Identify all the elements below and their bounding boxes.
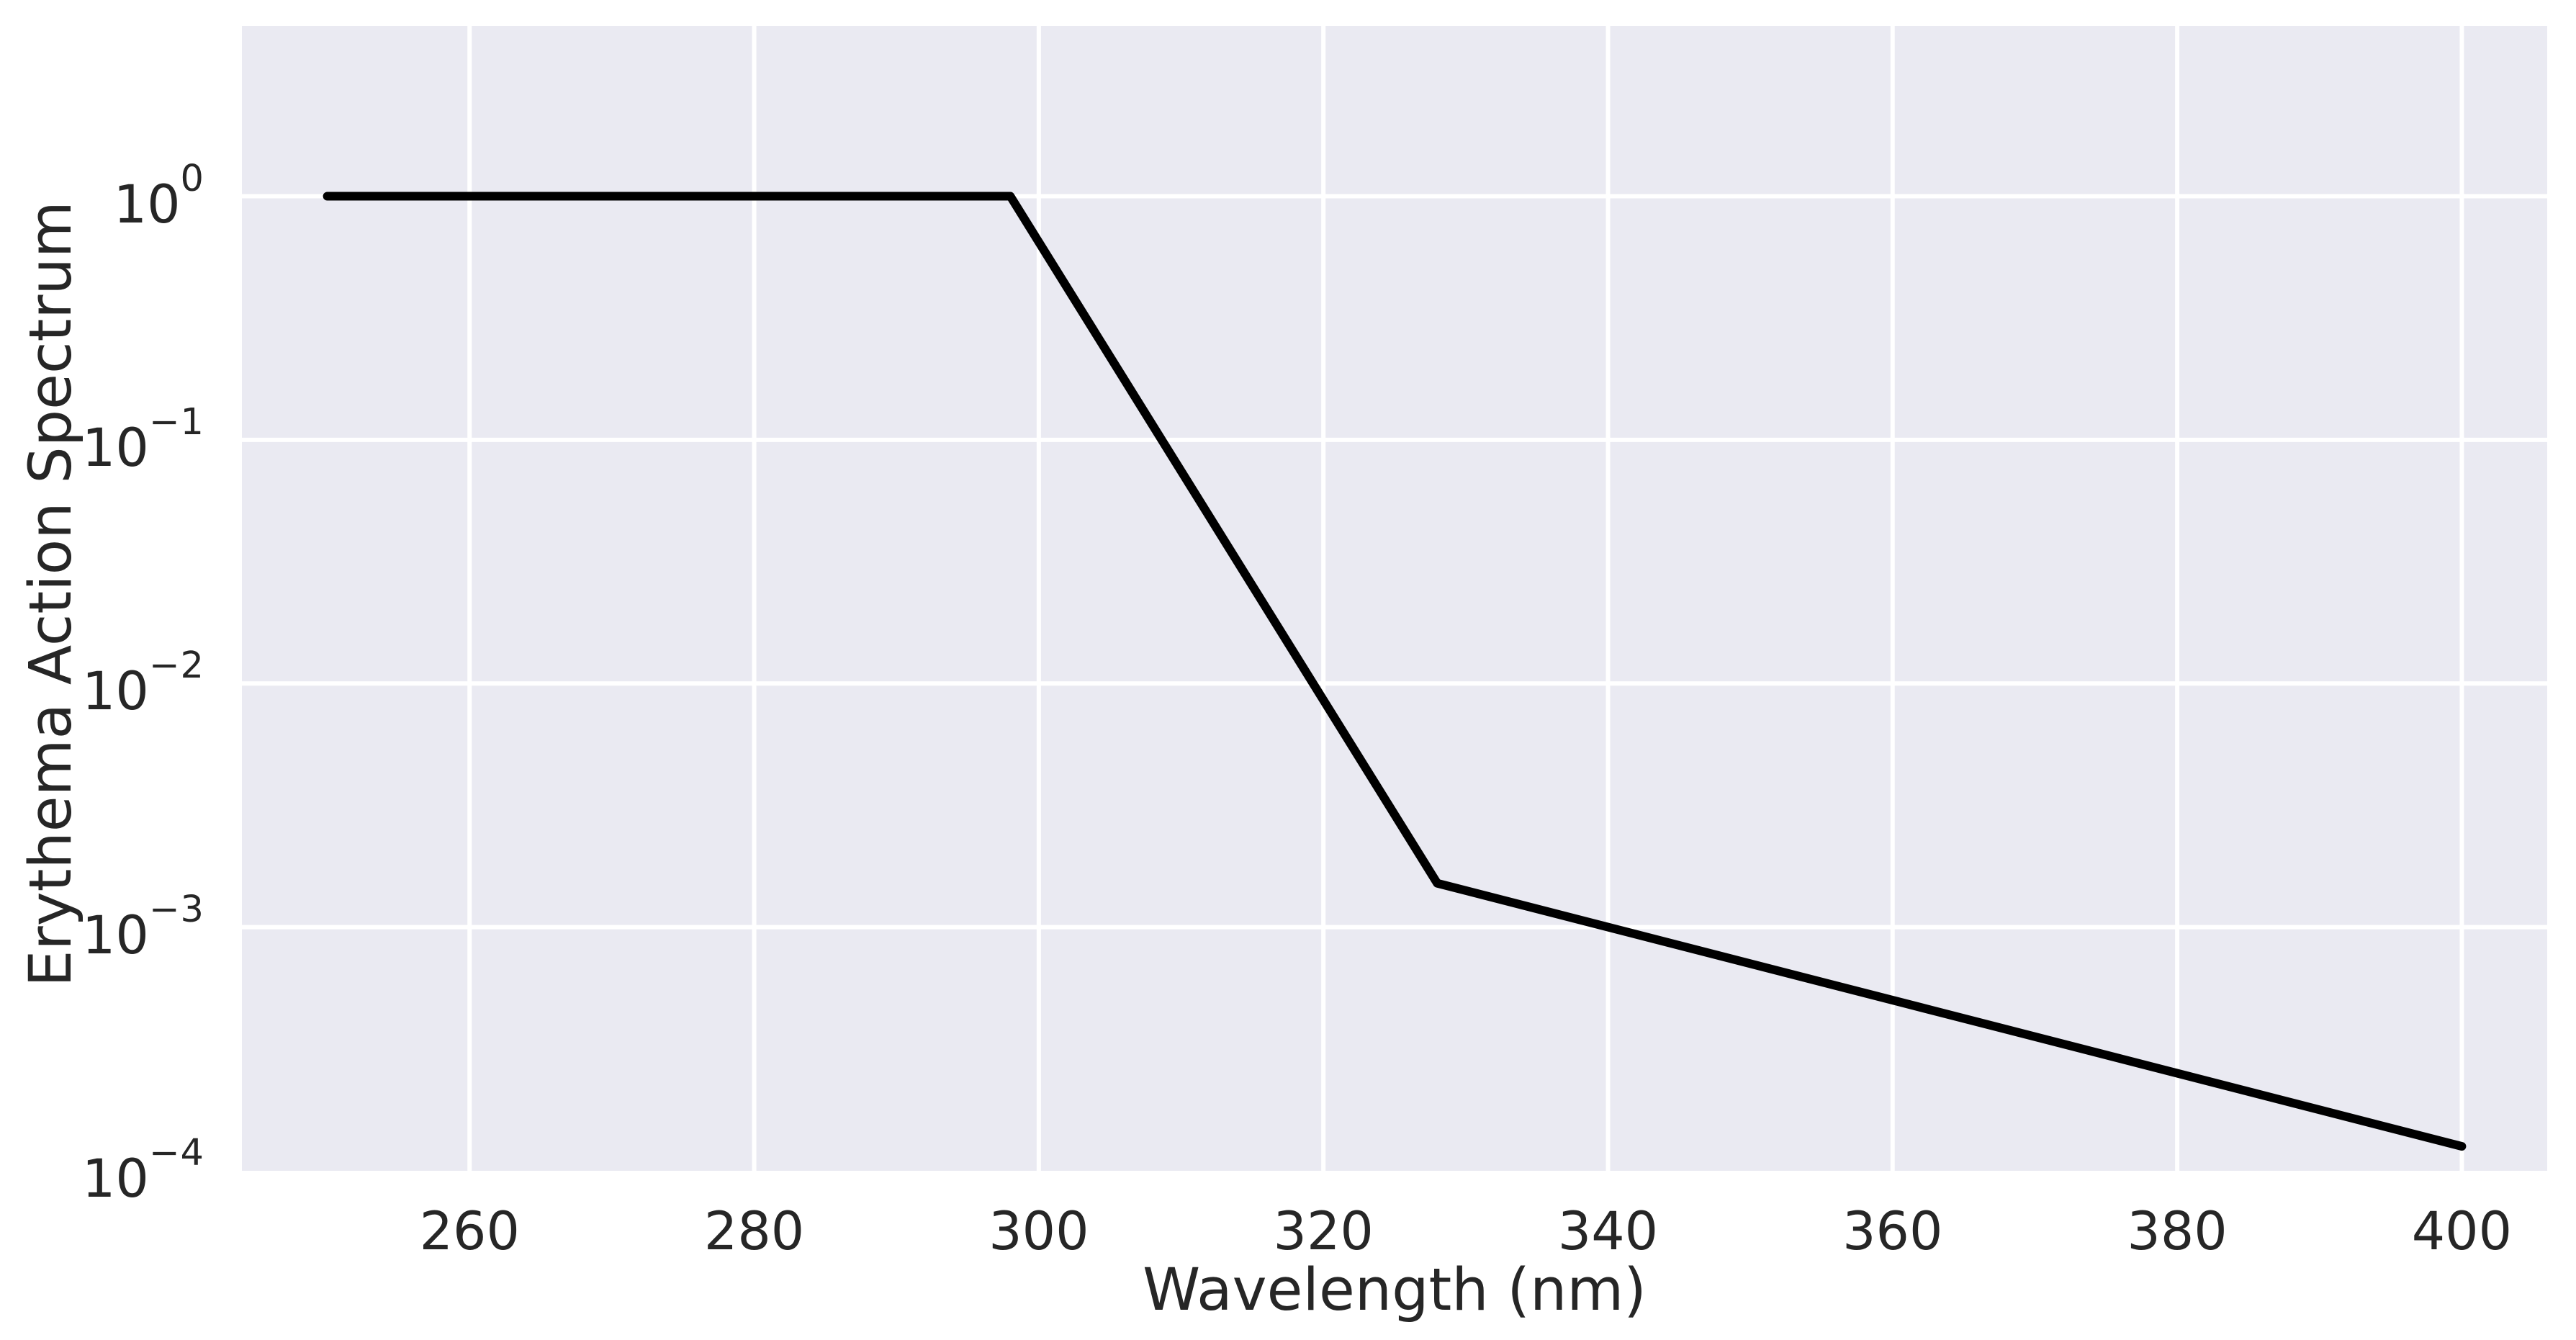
y-tick-base: 10 — [81, 1148, 149, 1210]
y-tick-label: 10−3 — [0, 889, 204, 972]
plot-svg — [242, 26, 2547, 1171]
y-tick-base: 10 — [113, 174, 181, 235]
y-axis-label: Erythema Action Spectrum — [17, 201, 85, 987]
x-axis-label: Wavelength (nm) — [1143, 1256, 1647, 1324]
y-tick-base: 10 — [81, 904, 149, 966]
x-tick-label: 260 — [419, 1201, 520, 1262]
y-tick-label: 10−2 — [0, 644, 204, 728]
gridlines — [242, 26, 2547, 1171]
x-tick-label: 320 — [1273, 1201, 1374, 1262]
x-tick-label: 340 — [1557, 1201, 1659, 1262]
y-tick-base: 10 — [81, 417, 149, 479]
plot-area — [242, 26, 2547, 1171]
x-tick-label: 280 — [703, 1201, 805, 1262]
x-tick-label: 400 — [2411, 1201, 2513, 1262]
y-tick-exponent: −1 — [148, 400, 204, 444]
y-tick-exponent: −2 — [148, 644, 204, 688]
y-tick-label: 100 — [0, 158, 204, 241]
x-tick-label: 300 — [988, 1201, 1089, 1262]
y-tick-exponent: 0 — [180, 157, 204, 200]
y-tick-exponent: −3 — [148, 888, 204, 931]
y-tick-exponent: −4 — [148, 1132, 204, 1174]
x-tick-label: 360 — [1842, 1201, 1943, 1262]
y-tick-label: 10−1 — [0, 401, 204, 485]
y-tick-base: 10 — [81, 661, 149, 723]
data-line — [323, 192, 2467, 1151]
x-tick-label: 380 — [2127, 1201, 2228, 1262]
y-tick-label: 10−4 — [0, 1132, 204, 1215]
